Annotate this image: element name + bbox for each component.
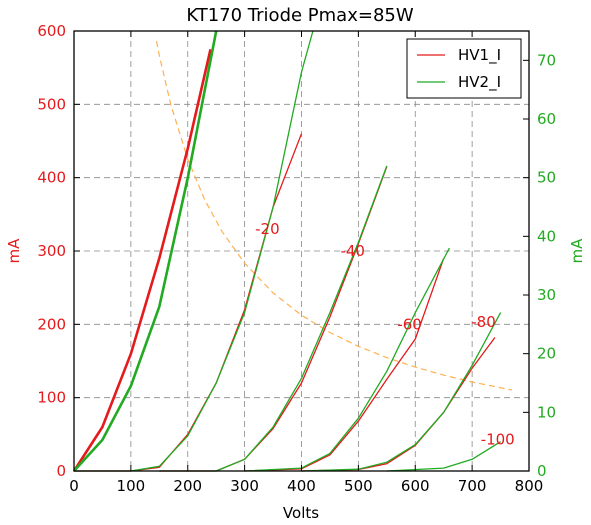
grid-voltage-label: -40 — [340, 242, 365, 260]
pmax-curve-group — [155, 40, 513, 391]
x-axis-label: Volts — [283, 504, 319, 522]
grid-voltage-label: -20 — [255, 220, 280, 238]
x-tick-label: 0 — [69, 477, 79, 495]
x-tick-label: 100 — [117, 477, 146, 495]
y-left-tick-label: 600 — [37, 22, 66, 40]
x-tick-label: 300 — [230, 477, 259, 495]
y-right-tick-label: 10 — [537, 403, 556, 421]
y-right-tick-label: 60 — [537, 110, 556, 128]
x-ticks: 0 100 200 300 400 500 600 700 800 — [69, 31, 543, 495]
x-tick-label: 700 — [458, 477, 487, 495]
x-tick-label: 200 — [173, 477, 202, 495]
series-line-hv1-i-gm80 — [301, 337, 496, 472]
y-right-tick-label: 70 — [537, 51, 556, 69]
y-right-tick-label: 40 — [537, 227, 556, 245]
y-left-tick-label: 500 — [37, 95, 66, 113]
y-right-axis-label: mA — [568, 238, 586, 264]
x-tick-label: 500 — [344, 477, 373, 495]
series-line-hv1-i-g0 — [72, 49, 212, 472]
y-right-tick-label: 0 — [537, 462, 547, 480]
y-left-axis-label: mA — [5, 238, 23, 264]
x-tick-label: 800 — [515, 477, 544, 495]
y-left-tick-label: 400 — [37, 169, 66, 187]
series-line-hv2-i-gm80 — [301, 312, 502, 472]
grid-voltage-label: -100 — [481, 430, 515, 448]
grid-voltage-label: -80 — [471, 313, 496, 331]
y-right-tick-label: 50 — [537, 169, 556, 187]
series-line-hv2-i-gm60 — [244, 247, 450, 472]
series-line-hv2-i-gm20 — [74, 30, 314, 472]
legend: HV1_I HV2_I — [406, 38, 522, 99]
chart-title: KT170 Triode Pmax=85W — [186, 5, 414, 26]
y-left-tick-label: 100 — [37, 389, 66, 407]
y-left-tick-label: 300 — [37, 242, 66, 260]
x-tick-label: 400 — [287, 477, 316, 495]
series-line-hv1-i-gm60 — [244, 258, 445, 472]
pmax-curve — [155, 40, 513, 391]
legend-box — [406, 38, 522, 99]
y-left-ticks: 0 100 200 300 400 500 600 — [37, 22, 80, 480]
y-left-tick-label: 0 — [56, 462, 66, 480]
series-line-hv2-i-g0 — [73, 30, 218, 472]
legend-label-hv2: HV2_I — [458, 73, 501, 92]
series-line-hv2-i-gm40 — [159, 165, 388, 472]
y-right-tick-label: 30 — [537, 286, 556, 304]
grid-voltage-label: -60 — [397, 315, 422, 333]
x-tick-label: 600 — [401, 477, 430, 495]
y-right-ticks: 0 10 20 30 40 50 60 70 — [523, 51, 556, 480]
legend-label-hv1: HV1_I — [458, 46, 501, 65]
y-right-tick-label: 20 — [537, 345, 556, 363]
grid — [74, 31, 529, 471]
grid-voltage-annotations: -20 -40 -60 -80 -100 — [255, 220, 515, 448]
y-left-tick-label: 200 — [37, 315, 66, 333]
